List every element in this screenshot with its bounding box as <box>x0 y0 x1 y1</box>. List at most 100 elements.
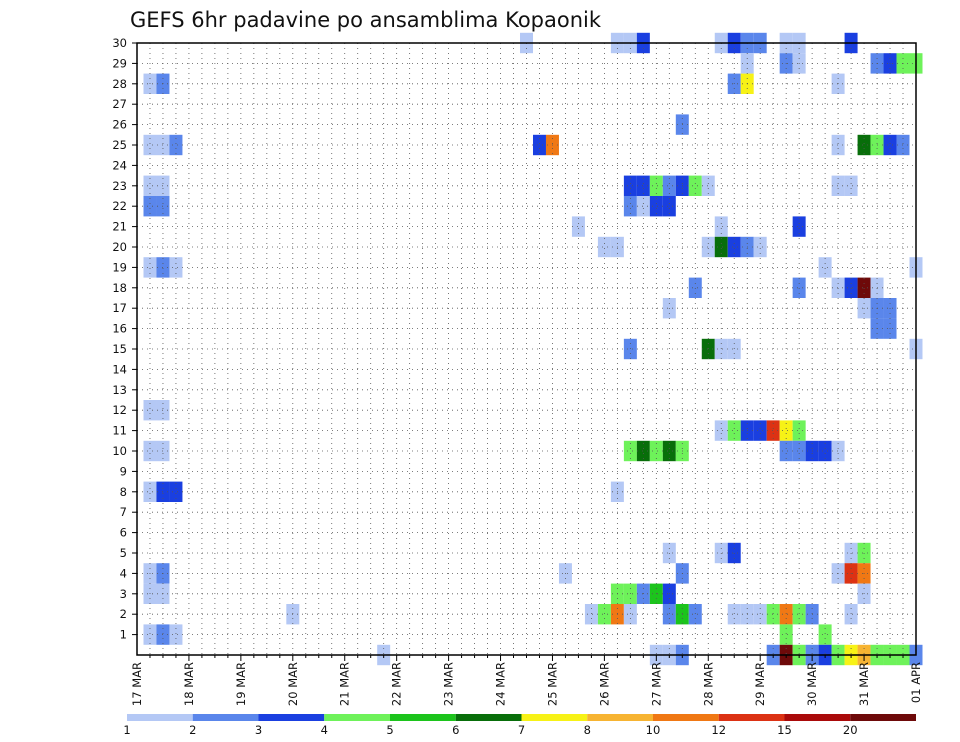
heatmap-cell <box>143 440 157 462</box>
heatmap-cell <box>831 134 845 156</box>
y-tick-label: 2 <box>120 607 127 621</box>
heatmap-cell <box>701 236 715 258</box>
heatmap-cell <box>896 134 910 156</box>
heatmap-cell <box>636 175 650 196</box>
y-tick-label: 20 <box>112 240 127 254</box>
legend-label: 15 <box>777 723 792 737</box>
y-tick-label: 15 <box>112 342 127 356</box>
heatmap-cell <box>649 196 663 217</box>
heatmap-cell <box>857 134 871 156</box>
x-tick-label: 23 MAR <box>442 662 456 706</box>
x-tick-label: 28 MAR <box>701 662 715 706</box>
heatmap-cell <box>688 604 702 625</box>
heatmap-cell <box>779 420 793 441</box>
heatmap-cell <box>169 481 183 502</box>
y-tick-label: 17 <box>112 301 127 315</box>
y-tick-label: 3 <box>120 587 127 601</box>
x-tick-label: 27 MAR <box>649 662 663 706</box>
grid-lines <box>137 42 916 655</box>
heatmap-cell <box>714 236 728 258</box>
x-tick-label: 21 MAR <box>338 662 352 706</box>
heatmap-cell <box>688 277 702 298</box>
legend-label: 1 <box>123 723 130 737</box>
heatmap-cell <box>714 420 728 441</box>
heatmap-cell <box>143 134 157 156</box>
legend-swatch <box>850 714 916 721</box>
legend-label: 4 <box>321 723 328 737</box>
x-tick-label: 18 MAR <box>182 662 196 706</box>
y-tick-label: 9 <box>120 464 127 478</box>
y-tick-label: 14 <box>112 362 127 376</box>
y-tick-label: 10 <box>112 444 127 458</box>
heatmap-cell <box>623 196 637 217</box>
legend-swatch <box>455 714 522 721</box>
y-tick-label: 4 <box>120 566 127 580</box>
heatmap-cell <box>623 604 637 625</box>
y-tick-label: 16 <box>112 322 127 336</box>
legend-swatch <box>324 714 390 721</box>
legend-swatch <box>653 714 719 721</box>
x-tick-label: 31 MAR <box>857 662 871 706</box>
x-tick-label: 26 MAR <box>597 662 611 706</box>
heatmap-cell <box>792 216 806 237</box>
heatmap-cell <box>844 604 858 625</box>
y-tick-label: 28 <box>112 77 127 91</box>
heatmap-cell <box>766 604 780 625</box>
heatmap-cell <box>779 440 793 462</box>
heatmap-cell <box>623 440 637 462</box>
heatmap-cell <box>143 175 157 196</box>
heatmap-cell <box>883 134 897 156</box>
heatmap-cell <box>753 236 767 258</box>
y-tick-label: 5 <box>120 546 127 560</box>
heatmap-cell <box>597 236 611 258</box>
legend-label: 20 <box>843 723 858 737</box>
legend-swatch <box>258 714 325 721</box>
x-tick-label: 24 MAR <box>494 662 508 706</box>
heatmap-cell <box>143 196 157 217</box>
y-tick-label: 19 <box>112 260 127 274</box>
legend-swatch <box>784 714 851 721</box>
heatmap-cell <box>727 420 741 441</box>
y-axis: 1234567891011121314151617181920212223242… <box>112 36 137 642</box>
y-tick-label: 21 <box>112 220 127 234</box>
heatmap-cell <box>688 175 702 196</box>
heatmap-cell <box>662 196 676 217</box>
heatmap-cell <box>844 277 858 298</box>
heatmap-cell <box>831 440 845 462</box>
heatmap-cell <box>169 134 183 156</box>
y-tick-label: 13 <box>112 383 127 397</box>
heatmap-cell <box>727 236 741 258</box>
y-tick-label: 1 <box>120 628 127 642</box>
y-tick-label: 7 <box>120 505 127 519</box>
heatmap-cell <box>792 440 806 462</box>
legend-label: 7 <box>518 723 525 737</box>
heatmap-cell <box>636 440 650 462</box>
heatmap-cell <box>753 420 767 441</box>
heatmap-cell <box>753 604 767 625</box>
heatmap-cell <box>623 175 637 196</box>
y-tick-label: 11 <box>112 424 127 438</box>
heatmap-cell <box>818 257 832 278</box>
legend-label: 2 <box>189 723 196 737</box>
heatmap-cell <box>844 175 858 196</box>
heatmap-cell <box>792 420 806 441</box>
heatmap-cell <box>143 400 157 421</box>
y-tick-label: 23 <box>112 179 127 193</box>
x-tick-label: 20 MAR <box>286 662 300 706</box>
heatmap-cell <box>831 277 845 298</box>
heatmap-cell <box>727 604 741 625</box>
legend-label: 10 <box>646 723 661 737</box>
heatmap-cell <box>779 604 793 625</box>
y-tick-label: 25 <box>112 138 127 152</box>
x-axis: 17 MAR 18 MAR 19 MAR 20 MAR 21 MAR 22 MAR 23 M… <box>130 655 923 706</box>
heatmap-cell <box>169 257 183 278</box>
legend-label: 3 <box>255 723 262 737</box>
heatmap-cell <box>766 420 780 441</box>
x-tick-label: 17 MAR <box>130 662 144 706</box>
heatmap-cell <box>143 481 157 502</box>
color-legend: 1 2 3 4 5 6 7 8 10 12 15 20 <box>123 714 916 737</box>
heatmap-cell <box>584 604 598 625</box>
x-tick-label: 25 MAR <box>545 662 559 706</box>
y-tick-label: 30 <box>112 36 127 50</box>
heatmap-cell <box>792 277 806 298</box>
